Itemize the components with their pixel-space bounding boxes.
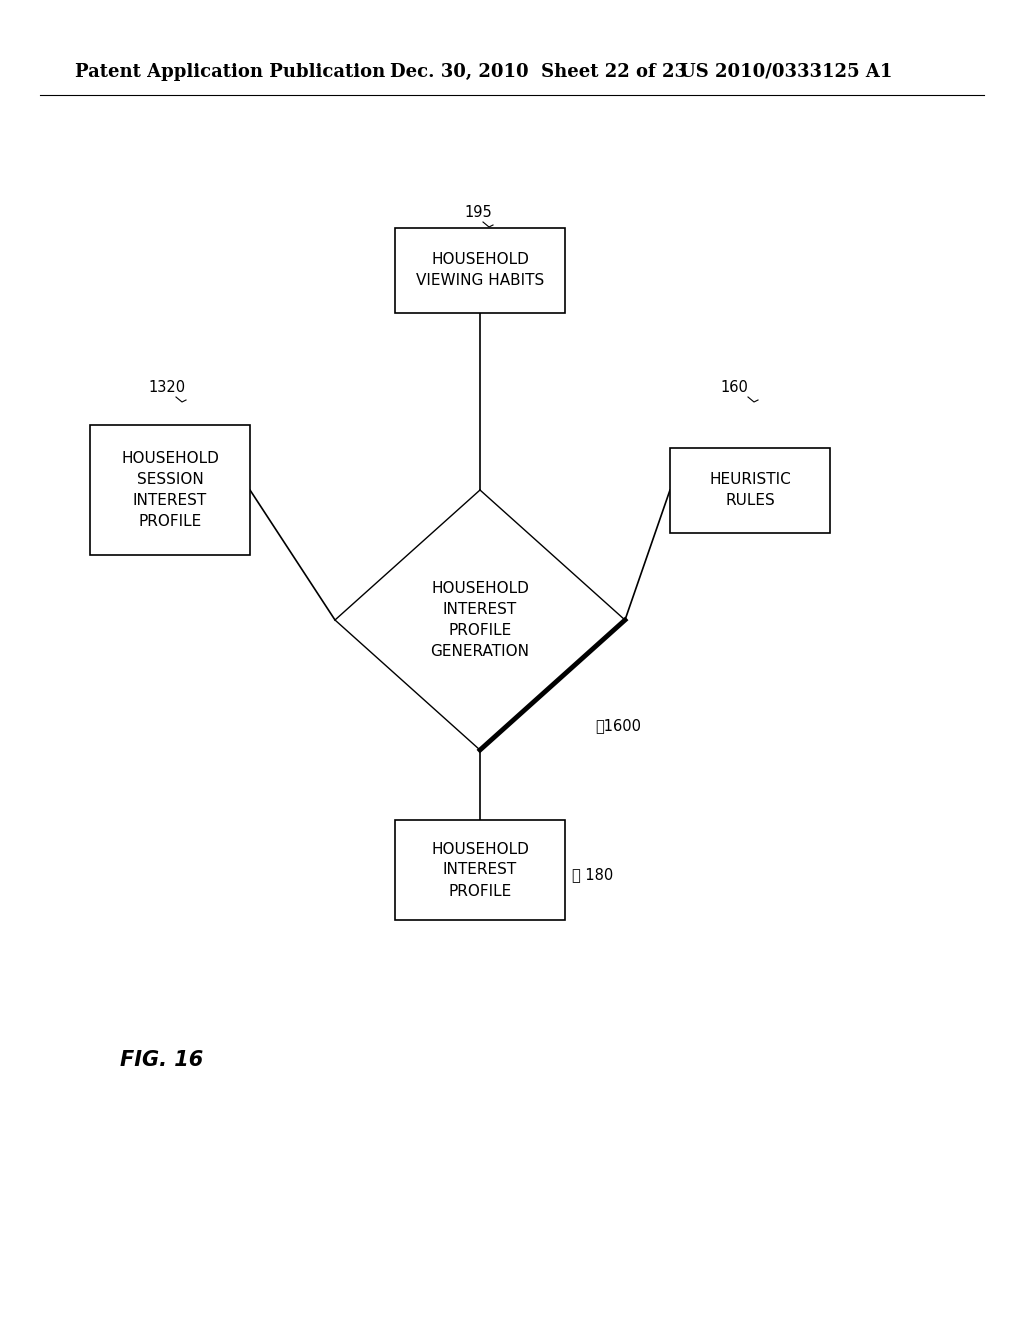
Polygon shape (335, 490, 625, 750)
Text: ⤷ 180: ⤷ 180 (572, 867, 613, 883)
Text: ⤷1600: ⤷1600 (595, 718, 641, 733)
Text: 1320: 1320 (148, 380, 185, 395)
Text: FIG. 16: FIG. 16 (120, 1049, 203, 1071)
Text: Patent Application Publication: Patent Application Publication (75, 63, 385, 81)
Text: 195: 195 (464, 205, 492, 220)
Bar (670, 447, 830, 532)
Bar (90, 425, 250, 554)
Text: HEURISTIC
RULES: HEURISTIC RULES (710, 473, 791, 508)
Bar (395, 227, 565, 313)
Text: HOUSEHOLD
SESSION
INTEREST
PROFILE: HOUSEHOLD SESSION INTEREST PROFILE (121, 451, 219, 529)
Text: Dec. 30, 2010  Sheet 22 of 23: Dec. 30, 2010 Sheet 22 of 23 (390, 63, 687, 81)
Text: HOUSEHOLD
INTEREST
PROFILE: HOUSEHOLD INTEREST PROFILE (431, 842, 529, 899)
Text: HOUSEHOLD
INTEREST
PROFILE
GENERATION: HOUSEHOLD INTEREST PROFILE GENERATION (430, 581, 529, 659)
Text: HOUSEHOLD
VIEWING HABITS: HOUSEHOLD VIEWING HABITS (416, 252, 544, 288)
Text: US 2010/0333125 A1: US 2010/0333125 A1 (680, 63, 892, 81)
Bar (395, 820, 565, 920)
Text: 160: 160 (720, 380, 748, 395)
